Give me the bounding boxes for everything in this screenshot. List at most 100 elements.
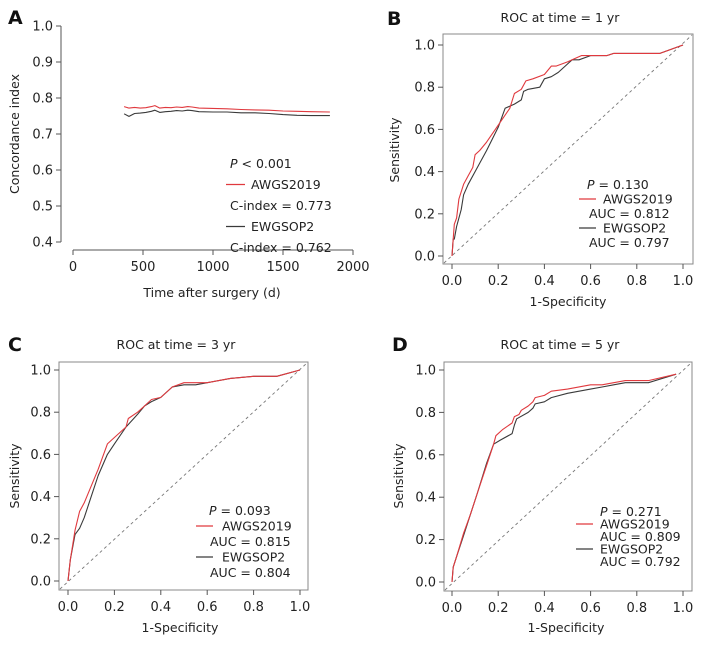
p-value-text: = 0.093 (217, 503, 271, 518)
panel-d: D ROC at time = 5 yr 0.0 0.2 0.4 0.6 0.8 1.0 0.0… (391, 334, 693, 635)
plot-frame (443, 361, 693, 592)
y-tick-label: 1.0 (415, 364, 436, 379)
x-tick-label: 0.4 (534, 601, 555, 616)
p-value: P = 0.271 (600, 504, 662, 519)
legend-label: EWGSOP2 (222, 550, 285, 565)
x-tick-label: 0.6 (580, 601, 601, 616)
plot-frame (442, 33, 694, 265)
y-tick-label: 1.0 (32, 20, 53, 35)
y-tick-label: 0.8 (414, 81, 435, 96)
series-line-awgs2019 (451, 373, 677, 583)
panel-title: ROC at time = 1 yr (501, 10, 621, 25)
y-tick-label: 0.4 (32, 236, 53, 251)
p-value-text: = 0.271 (608, 504, 662, 519)
y-tick-label: 0.0 (414, 250, 435, 265)
y-axis-title: Concordance index (7, 74, 22, 194)
legend-metric: AUC = 0.797 (589, 235, 670, 250)
legend-metric: AUC = 0.812 (589, 206, 670, 221)
y-tick-label: 0.0 (415, 576, 436, 591)
legend-metric: AUC = 0.792 (600, 554, 681, 569)
legend-label: AWGS2019 (603, 192, 673, 207)
x-tick-label: 1.0 (673, 274, 694, 289)
x-axis-title: 1-Specificity (142, 620, 219, 635)
x-tick-label: 0.6 (197, 600, 218, 615)
y-axis-title: Sensitivity (7, 443, 22, 509)
y-tick-label: 0.0 (30, 575, 51, 590)
y-tick-label: 1.0 (30, 364, 51, 379)
series-line-awgs2019 (67, 369, 301, 582)
legend-metric: AUC = 0.809 (600, 529, 681, 544)
reference-diagonal (59, 362, 308, 590)
x-tick-label: 1.0 (290, 600, 311, 615)
legend-metric: C-index = 0.773 (230, 198, 332, 213)
legend: P < 0.001 AWGS2019 C-index = 0.773 EWGSOP2 C… (226, 156, 332, 255)
p-symbol: P (230, 156, 238, 171)
x-tick-label: 1.0 (673, 601, 694, 616)
y-tick-label: 0.6 (30, 448, 51, 463)
x-tick-label: 500 (131, 260, 156, 275)
reference-diagonal (444, 362, 692, 591)
x-tick-label: 0.0 (442, 601, 463, 616)
p-value: P = 0.093 (209, 503, 271, 518)
y-tick-label: 0.4 (414, 165, 435, 180)
legend-label: AWGS2019 (251, 177, 321, 192)
reference-diagonal (443, 34, 693, 264)
x-tick-label: 0.8 (626, 274, 647, 289)
x-axis-title: 1-Specificity (528, 620, 605, 635)
x-tick-label: 0.2 (488, 601, 509, 616)
y-tick-label: 0.6 (415, 448, 436, 463)
panel-letter: A (8, 7, 23, 29)
x-tick-label: 0.6 (580, 274, 601, 289)
series-line-awgs2019 (451, 44, 684, 257)
y-tick-label: 1.0 (414, 39, 435, 54)
y-tick-label: 0.8 (415, 406, 436, 421)
x-axis-title: 1-Specificity (530, 294, 607, 309)
p-symbol: P (209, 503, 217, 518)
y-tick-label: 0.4 (30, 490, 51, 505)
legend-label: EWGSOP2 (600, 542, 663, 557)
x-tick-label: 0.4 (150, 600, 171, 615)
x-tick-label: 0.4 (534, 274, 555, 289)
legend-label: AWGS2019 (600, 517, 670, 532)
panel-title: ROC at time = 5 yr (501, 337, 621, 352)
plot-frame (58, 361, 309, 591)
legend-label: EWGSOP2 (603, 221, 666, 236)
p-value: P = 0.130 (587, 177, 649, 192)
panel-letter: C (8, 334, 22, 356)
x-tick-label: 0.2 (104, 600, 125, 615)
x-tick-label: 0.8 (243, 600, 264, 615)
panel-b: B ROC at time = 1 yr 0.0 0.2 0.4 0.6 0.8 1.0 0.0… (387, 8, 694, 309)
panel-letter: B (387, 8, 401, 30)
p-symbol: P (587, 177, 595, 192)
legend-label: AWGS2019 (222, 519, 292, 534)
y-axis-title: Sensitivity (387, 117, 402, 183)
y-tick-label: 0.9 (32, 56, 53, 71)
y-tick-label: 0.7 (32, 128, 53, 143)
x-tick-label: 0.0 (442, 274, 463, 289)
legend-metric: AUC = 0.815 (210, 534, 291, 549)
p-value-text: < 0.001 (238, 156, 292, 171)
y-tick-label: 0.8 (32, 92, 53, 107)
p-value: P < 0.001 (230, 156, 292, 171)
y-tick-label: 0.2 (415, 533, 436, 548)
legend-metric: C-index = 0.762 (230, 240, 332, 255)
y-tick-label: 0.2 (414, 207, 435, 222)
x-tick-label: 1500 (266, 260, 299, 275)
x-tick-label: 0.0 (58, 600, 79, 615)
x-tick-label: 0.2 (488, 274, 509, 289)
y-tick-label: 0.6 (414, 123, 435, 138)
panel-title: ROC at time = 3 yr (117, 337, 237, 352)
y-tick-label: 0.4 (415, 491, 436, 506)
series-line-ewgsop2 (123, 109, 330, 117)
y-tick-label: 0.8 (30, 406, 51, 421)
panel-c: C ROC at time = 3 yr 0.0 0.2 0.4 0.6 0.8 1.0 0.0… (7, 334, 310, 635)
legend-label: EWGSOP2 (251, 219, 314, 234)
series-line-awgs2019 (123, 105, 330, 113)
y-tick-label: 0.5 (32, 200, 53, 215)
p-symbol: P (600, 504, 608, 519)
y-tick-label: 0.6 (32, 164, 53, 179)
y-axis-title: Sensitivity (391, 443, 406, 509)
panel-a: A 0.4 0.5 0.6 0.7 0.8 0.9 1.0 0 500 1000 1500 2000 Ti… (7, 7, 370, 300)
